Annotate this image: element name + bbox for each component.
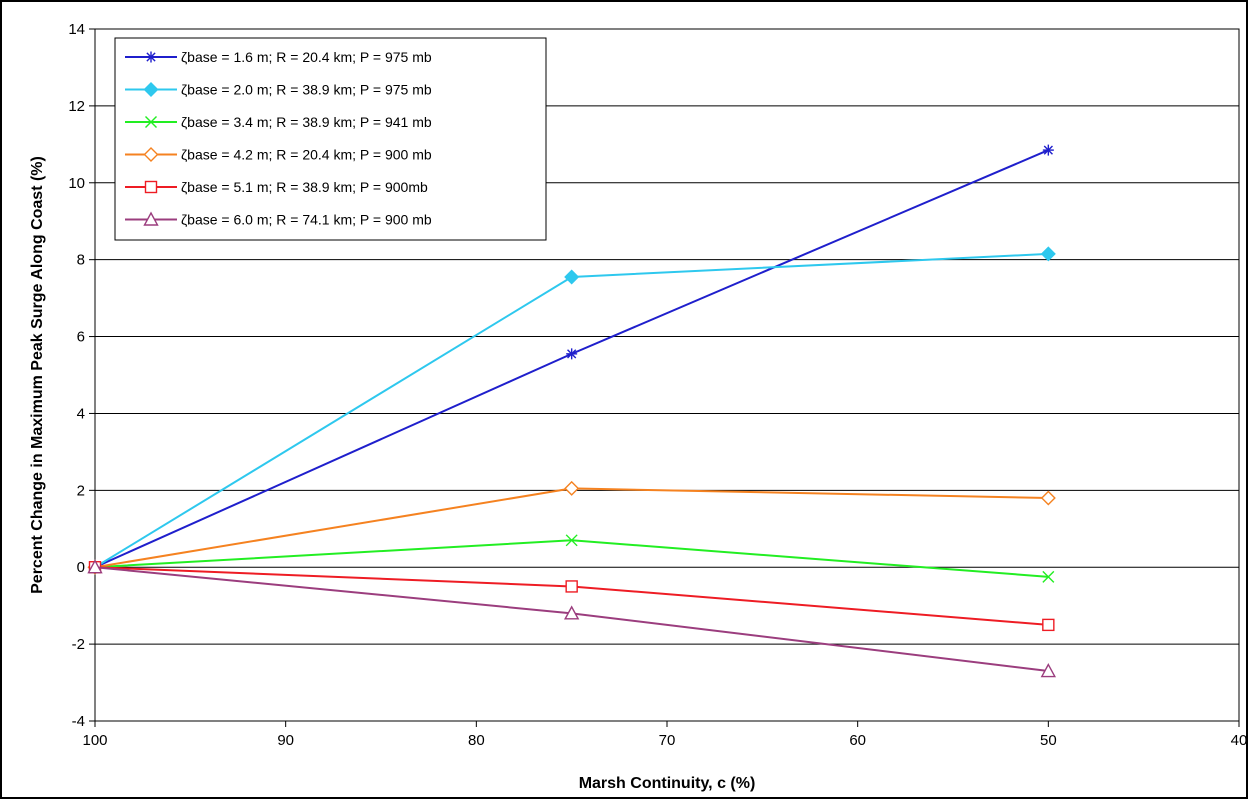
series-group [87, 144, 1057, 678]
y-tick-label: 2 [77, 482, 85, 499]
x-tick-label: 60 [849, 732, 866, 749]
marker-asterisk [566, 348, 578, 360]
marker-triangle [87, 559, 103, 574]
data-point [565, 580, 578, 593]
legend: ζbase = 1.6 m; R = 20.4 km; P = 975 mb ζb… [114, 37, 547, 241]
y-tick-label: 0 [77, 559, 85, 576]
legend-label: ζbase = 5.1 m; R = 38.9 km; P = 900mb [181, 179, 428, 195]
data-point [565, 534, 578, 547]
x-tick-label: 50 [1040, 732, 1057, 749]
y-tick-label: 6 [77, 329, 85, 346]
legend-item: ζbase = 5.1 m; R = 38.9 km; P = 900mb [125, 179, 428, 195]
marker-diamond [143, 147, 159, 162]
marker-triangle [1040, 663, 1057, 678]
series-6 [87, 559, 1057, 678]
marker-triangle [563, 605, 580, 620]
legend-label: ζbase = 4.2 m; R = 20.4 km; P = 900 mb [181, 147, 432, 163]
legend-label: ζbase = 1.6 m; R = 20.4 km; P = 975 mb [181, 49, 432, 65]
data-point [1040, 246, 1056, 262]
marker-x [565, 534, 578, 547]
series-4 [87, 480, 1056, 575]
y-tick-label: 10 [68, 175, 85, 192]
legend-item: ζbase = 3.4 m; R = 38.9 km; P = 941 mb [125, 114, 432, 130]
y-tick-label: 4 [77, 405, 85, 422]
data-point [566, 348, 578, 360]
data-point [564, 269, 580, 285]
marker-diamond [564, 480, 580, 496]
marker-asterisk [145, 51, 157, 63]
y-tick-label: -2 [72, 636, 85, 653]
x-tick-label: 40 [1231, 732, 1248, 749]
y-tick-label: 8 [77, 252, 85, 269]
legend-item: ζbase = 2.0 m; R = 38.9 km; P = 975 mb [125, 82, 432, 98]
data-point [1040, 663, 1057, 678]
x-axis-title: Marsh Continuity, c (%) [579, 775, 756, 792]
y-tick-label: 14 [68, 21, 85, 38]
y-tick-label: 12 [68, 98, 85, 115]
legend-label: ζbase = 3.4 m; R = 38.9 km; P = 941 mb [181, 114, 432, 130]
marker-square [144, 180, 158, 194]
legend-label: ζbase = 6.0 m; R = 74.1 km; P = 900 mb [181, 212, 432, 228]
marker-diamond [143, 82, 159, 97]
data-point [563, 605, 580, 620]
legend-label: ζbase = 2.0 m; R = 38.9 km; P = 975 mb [181, 82, 432, 98]
x-tick-label: 80 [468, 732, 485, 749]
marker-asterisk [1042, 144, 1054, 156]
marker-triangle [143, 211, 159, 226]
y-axis-title: Percent Change in Maximum Peak Surge Alo… [29, 156, 46, 594]
marker-square [1042, 618, 1055, 632]
marker-diamond [1040, 490, 1056, 506]
data-point [1042, 570, 1055, 583]
x-tick-label: 100 [82, 732, 107, 749]
marker-x [145, 116, 157, 128]
legend-item: ζbase = 1.6 m; R = 20.4 km; P = 975 mb [125, 49, 432, 65]
data-point [1040, 490, 1056, 506]
data-point [1042, 144, 1054, 156]
marker-square [565, 580, 578, 593]
marker-diamond [1040, 246, 1056, 262]
x-tick-label: 70 [659, 732, 676, 749]
legend-box [114, 37, 547, 241]
y-tick-label: -4 [72, 713, 85, 730]
marker-x [1042, 570, 1055, 583]
data-point [1042, 618, 1055, 632]
legend-item: ζbase = 4.2 m; R = 20.4 km; P = 900 mb [125, 147, 432, 163]
legend-item: ζbase = 6.0 m; R = 74.1 km; P = 900 mb [125, 212, 432, 228]
data-point [564, 480, 580, 496]
data-point [87, 559, 103, 574]
x-tick-label: 90 [277, 732, 294, 749]
marker-diamond [564, 269, 580, 285]
